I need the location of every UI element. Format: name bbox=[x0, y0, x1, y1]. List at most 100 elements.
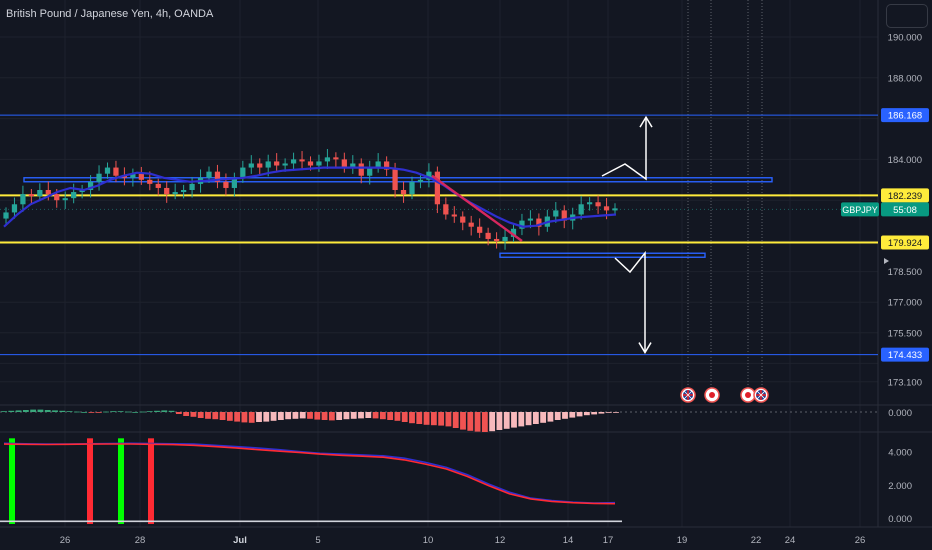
candle-body bbox=[172, 192, 178, 195]
time-tick-label: 26 bbox=[60, 535, 71, 546]
down-arrow-path bbox=[614, 250, 646, 353]
trend-line bbox=[431, 174, 523, 242]
up-arrow-path bbox=[601, 117, 647, 181]
osc2-tick-label: 4.000 bbox=[888, 448, 912, 459]
candle-body bbox=[384, 161, 390, 170]
osc1-bar bbox=[277, 412, 284, 420]
time-tick-label: 28 bbox=[135, 535, 146, 546]
time-tick-label: Jul bbox=[233, 535, 247, 546]
osc1-bar bbox=[554, 412, 561, 420]
osc1-bar bbox=[73, 411, 80, 413]
price-tick-label: 188.000 bbox=[888, 73, 922, 84]
osc1-bar bbox=[321, 412, 328, 420]
candle-body bbox=[130, 173, 136, 178]
osc1-bar bbox=[503, 412, 510, 429]
resistance-zone bbox=[23, 177, 773, 183]
event-vertical-lines bbox=[687, 0, 763, 396]
osc1-bar bbox=[372, 412, 379, 419]
candle-body bbox=[358, 163, 364, 176]
osc1-bar bbox=[489, 412, 496, 432]
sma-line bbox=[3, 166, 617, 228]
osc1-bar bbox=[52, 410, 58, 412]
osc1-bar bbox=[285, 412, 292, 420]
osc1-bar bbox=[66, 411, 73, 412]
candle-body bbox=[307, 161, 314, 166]
candles bbox=[3, 148, 618, 250]
candle-body bbox=[519, 220, 525, 229]
osc1-bar bbox=[540, 412, 547, 423]
osc1-bar bbox=[423, 412, 430, 425]
chart-menu-button[interactable] bbox=[886, 4, 928, 28]
osc1-bar bbox=[124, 411, 131, 413]
osc1-bar bbox=[263, 412, 270, 422]
osc1-bar bbox=[1, 411, 7, 412]
support-zone bbox=[499, 252, 706, 258]
osc1-bar bbox=[15, 410, 22, 412]
oscillator-2 bbox=[0, 438, 622, 524]
downtrend-line bbox=[431, 174, 523, 242]
osc1-bar bbox=[117, 411, 124, 412]
osc1-bar bbox=[270, 412, 277, 421]
candle-body bbox=[612, 208, 618, 211]
osc2-red-line bbox=[3, 443, 616, 505]
candle-body bbox=[451, 214, 457, 217]
candle-body bbox=[290, 159, 297, 164]
osc1-bar bbox=[248, 412, 255, 423]
osc1-bar bbox=[146, 411, 153, 412]
osc1-bar bbox=[132, 412, 139, 413]
osc1-bar bbox=[154, 410, 160, 412]
osc1-bar bbox=[307, 412, 313, 419]
osc1-bar bbox=[467, 412, 474, 431]
down-arrow-head bbox=[638, 342, 652, 355]
osc1-bar bbox=[299, 412, 306, 419]
price-tick-label: 175.500 bbox=[888, 328, 922, 339]
up-arrow-head bbox=[639, 115, 653, 128]
osc1-bar bbox=[44, 410, 51, 412]
time-axis[interactable]: 26 28 Jul 5 10 12 14 17 19 22 24 26 bbox=[60, 535, 866, 546]
osc1-bar bbox=[175, 412, 182, 414]
osc1-bar bbox=[438, 412, 445, 426]
candle-body bbox=[595, 202, 601, 207]
osc1-bar bbox=[496, 412, 503, 430]
time-tick-label: 10 bbox=[423, 535, 434, 546]
osc1-bar bbox=[205, 412, 211, 419]
time-tick-label: 12 bbox=[495, 535, 506, 546]
candle-body bbox=[20, 194, 26, 205]
osc1-bar bbox=[139, 411, 146, 413]
japan-flag-dot bbox=[745, 392, 751, 398]
candle-body bbox=[375, 161, 381, 168]
candle-body bbox=[409, 181, 415, 195]
uk-flag-diag bbox=[756, 390, 766, 400]
candle-body bbox=[477, 226, 483, 233]
candle-body bbox=[147, 179, 153, 184]
price-tick-label: 173.100 bbox=[888, 377, 922, 388]
signal-bar-red bbox=[87, 438, 93, 524]
candle-body bbox=[299, 159, 305, 162]
candle-body bbox=[155, 183, 161, 188]
candle-body bbox=[553, 210, 559, 217]
osc1-bar bbox=[168, 410, 175, 412]
uk-flag-diag bbox=[683, 390, 693, 400]
osc1-bar bbox=[8, 410, 15, 412]
symbol-badge bbox=[841, 202, 879, 217]
candle-body bbox=[316, 161, 322, 166]
candle-body bbox=[400, 190, 407, 195]
osc1-bar bbox=[59, 410, 66, 412]
blue-zones bbox=[23, 177, 773, 258]
osc1-bar bbox=[481, 412, 488, 432]
candle-body bbox=[282, 163, 288, 166]
price-tick-label: 190.000 bbox=[888, 33, 922, 44]
osc1-bar bbox=[22, 410, 29, 412]
price-axis[interactable]: 190.000 188.000 186.168 184.000 182.239 179.9… bbox=[841, 33, 929, 526]
osc1-bar bbox=[387, 412, 394, 420]
signal-bar-red bbox=[148, 438, 154, 524]
time-tick-label: 5 bbox=[315, 535, 320, 546]
osc1-bar bbox=[511, 412, 517, 428]
candle-body bbox=[536, 218, 542, 227]
osc1-bar bbox=[212, 412, 219, 420]
panel-separators bbox=[0, 0, 932, 528]
candle-body bbox=[206, 171, 212, 178]
osc1-bar bbox=[183, 412, 190, 416]
osc1-bar bbox=[226, 412, 233, 421]
